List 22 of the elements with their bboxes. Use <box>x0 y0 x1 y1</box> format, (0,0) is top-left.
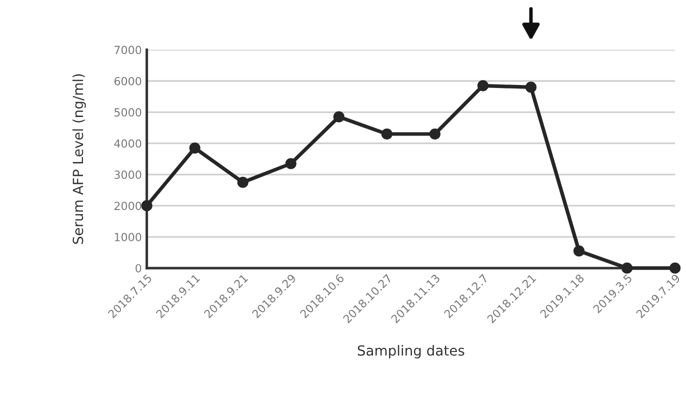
point <box>669 262 681 274</box>
point <box>381 128 392 140</box>
point <box>477 80 488 92</box>
y-tick-label: 0 <box>136 264 142 272</box>
point <box>429 128 440 140</box>
point <box>621 262 633 274</box>
y-tick-label: 7000 <box>114 46 142 54</box>
y-axis-title: Serum AFP Level (ng/ml) <box>72 74 86 244</box>
point <box>285 158 296 170</box>
point <box>573 245 585 256</box>
point <box>525 82 537 93</box>
x-axis-title: Sampling dates <box>358 344 464 358</box>
point <box>189 142 200 154</box>
y-tick-label: 1000 <box>114 232 142 242</box>
point <box>333 111 344 122</box>
y-tick-label: 2000 <box>114 202 142 210</box>
point <box>237 176 248 188</box>
y-tick-label: 3000 <box>114 170 142 179</box>
y-tick-label: 5000 <box>114 108 142 117</box>
y-tick-label: 4000 <box>114 139 142 148</box>
point <box>141 200 152 212</box>
y-tick-label: 6000 <box>114 76 142 86</box>
